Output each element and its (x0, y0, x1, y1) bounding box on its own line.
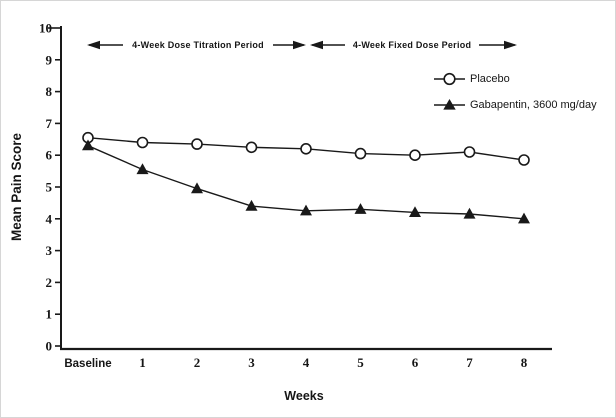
legend-item-placebo: Placebo (434, 72, 510, 86)
gabapentin-marker-1 (136, 163, 149, 175)
y-axis-title: Mean Pain Score (9, 132, 24, 241)
annotation-fixed-dose-period: 4-Week Fixed Dose Period (310, 36, 517, 54)
gabapentin-marker-2 (191, 182, 203, 194)
placebo-marker-6 (409, 149, 421, 161)
y-tick-label-2: 2 (46, 275, 53, 290)
arrow-left-icon (310, 40, 323, 50)
titration-period-label: 4-Week Dose Titration Period (132, 40, 264, 50)
gabapentin-marker-4 (300, 204, 312, 216)
y-tick-label-6: 6 (46, 148, 53, 163)
annotation-text-backing (345, 36, 479, 54)
gabapentin-marker-3 (245, 199, 258, 211)
x-tick-label-7: 7 (466, 355, 473, 370)
placebo-marker-3 (245, 141, 258, 154)
x-tick-label-1: 1 (139, 355, 146, 370)
y-tick-label-0: 0 (46, 339, 53, 354)
data-series-layer (82, 131, 530, 224)
placebo-marker-1 (136, 136, 149, 149)
gabapentin-marker-8 (518, 212, 530, 224)
x-tick-label-2: 2 (194, 355, 201, 370)
gabapentin-marker-7 (463, 207, 476, 219)
x-tick-label-6: 6 (412, 355, 419, 370)
x-tick-label-5: 5 (357, 355, 364, 370)
arrow-right-icon (293, 40, 306, 50)
gabapentin-marker-5 (354, 203, 367, 214)
annotation-text-backing (123, 36, 273, 54)
y-tick-label-7: 7 (46, 116, 53, 131)
gabapentin-series (82, 139, 530, 224)
annotation-dose-titration-period: 4-Week Dose Titration Period (87, 36, 306, 54)
fixed-dose-period-label: 4-Week Fixed Dose Period (353, 40, 471, 50)
x-axis-tick-labels: Baseline 1 2 3 4 5 6 7 8 (64, 355, 527, 370)
y-tick-label-10: 10 (39, 21, 52, 36)
x-tick-label-4: 4 (303, 355, 310, 370)
y-axis-ticks: 0 1 2 3 4 5 6 7 8 9 10 (39, 21, 61, 354)
x-tick-label-3: 3 (248, 355, 255, 370)
open-circle-marker-icon (443, 72, 456, 86)
gabapentin-legend-label: Gabapentin, 3600 mg/day (470, 99, 597, 111)
filled-triangle-marker-icon (443, 99, 456, 110)
y-tick-label-9: 9 (46, 52, 53, 67)
gabapentin-marker-6 (409, 206, 421, 217)
x-axis-title: Weeks (284, 389, 323, 403)
y-tick-label-1: 1 (46, 307, 53, 322)
gabapentin-marker-0 (82, 139, 94, 151)
x-tick-label-8: 8 (521, 355, 528, 370)
placebo-marker-2 (191, 138, 203, 150)
placebo-legend-label: Placebo (470, 73, 510, 85)
y-tick-label-4: 4 (46, 211, 53, 226)
legend: Placebo Gabapentin, 3600 mg/day (434, 72, 597, 111)
y-tick-label-3: 3 (46, 243, 53, 258)
y-tick-label-8: 8 (46, 84, 53, 99)
placebo-marker-4 (300, 143, 312, 155)
placebo-series (82, 131, 530, 166)
placebo-marker-5 (354, 147, 367, 160)
placebo-marker-7 (463, 146, 476, 158)
legend-item-gabapentin: Gabapentin, 3600 mg/day (434, 99, 597, 111)
x-tick-label-baseline: Baseline (64, 358, 111, 370)
arrow-left-icon (87, 40, 100, 50)
axes (60, 26, 552, 351)
y-tick-label-5: 5 (46, 180, 53, 195)
placebo-marker-8 (518, 154, 530, 166)
arrow-right-icon (504, 40, 517, 50)
